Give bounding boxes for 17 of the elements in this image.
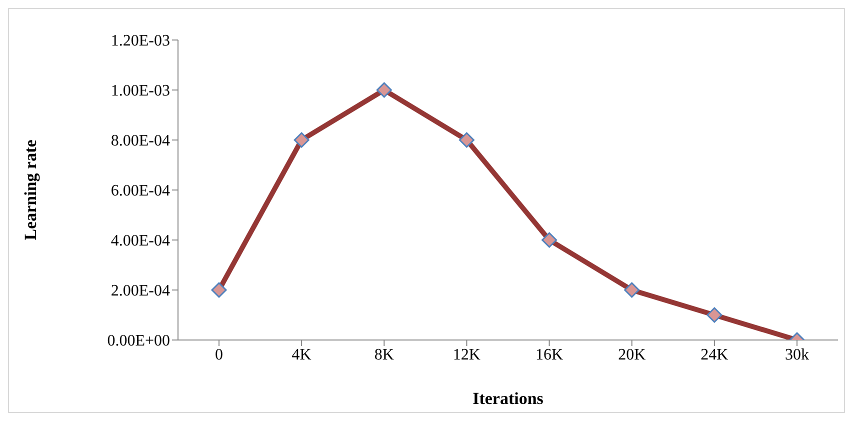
x-tick-label: 20K: [618, 346, 646, 364]
x-tick-label: 16K: [536, 346, 564, 364]
y-axis-title: Learning rate: [21, 139, 40, 240]
x-tick-label: 0: [215, 346, 223, 364]
y-tick-label: 8.00E-04: [110, 132, 170, 150]
x-tick-label: 4K: [292, 346, 312, 364]
y-tick-label: 6.00E-04: [110, 182, 170, 200]
x-tick-label: 12K: [452, 346, 481, 364]
y-tick-label: 4.00E-04: [110, 232, 170, 250]
y-tick-label: 1.00E-03: [110, 82, 170, 100]
y-tick-label: 1.20E-03: [110, 32, 170, 50]
y-tick-label: 2.00E-04: [110, 282, 170, 300]
x-tick-label: 24K: [700, 346, 729, 364]
y-tick-label: 0.00E+00: [107, 332, 170, 350]
x-axis-title: Iterations: [472, 389, 544, 408]
x-tick-label: 30k: [785, 346, 809, 364]
x-tick-label: 8K: [374, 346, 394, 364]
